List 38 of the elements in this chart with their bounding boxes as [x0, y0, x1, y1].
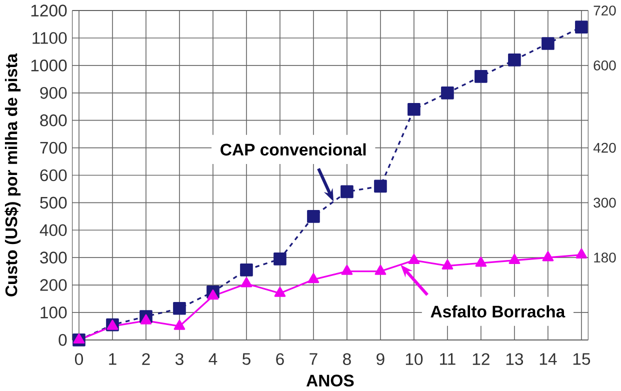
- y2-tick-label: 180: [594, 252, 616, 262]
- y-tick-label: 100: [40, 306, 67, 318]
- x-tick-label: 12: [472, 353, 490, 365]
- y-tick-label: 700: [40, 142, 67, 154]
- x-tick-label: 10: [406, 353, 423, 365]
- x-tick-label: 7: [310, 353, 318, 365]
- y-tick-label: 1100: [32, 32, 67, 44]
- x-tick-label: 2: [142, 353, 150, 365]
- x-tick-label: 0: [74, 353, 83, 365]
- y2-tick-label: 600: [594, 60, 616, 70]
- x-tick-label: 1: [109, 353, 116, 365]
- x-axis-title: ANOS: [306, 374, 354, 386]
- y-tick-label: 600: [40, 169, 67, 182]
- y-axis-title: Custo (US$) por milha de pista: [4, 53, 21, 296]
- x-tick-label: 11: [440, 353, 456, 365]
- y-tick-label: 0: [58, 334, 67, 346]
- y2-tick-label: 300: [594, 198, 616, 208]
- x-tick-label: 15: [573, 353, 590, 365]
- x-tick-label: 8: [343, 353, 351, 365]
- x-tick-label: 3: [175, 353, 184, 365]
- y-tick-label: 1000: [31, 59, 67, 72]
- x-tick-label: 13: [506, 353, 524, 365]
- y-tick-label: 500: [40, 196, 67, 209]
- y-tick-label: 1200: [31, 4, 67, 16]
- x-tick-label: 9: [376, 353, 384, 365]
- y-tick-label: 800: [40, 114, 67, 126]
- y2-tick-label: 420: [593, 142, 616, 153]
- x-tick-label: 4: [208, 353, 218, 365]
- y-tick-label: 900: [40, 86, 67, 99]
- y-tick-label: 200: [40, 279, 67, 291]
- y2-tick-label: 720: [594, 6, 616, 16]
- y-tick-label: 300: [40, 252, 67, 264]
- y-tick-label: 400: [40, 224, 67, 236]
- series-label: CAP convencional: [220, 143, 366, 156]
- legend-label: Asfalto Borracha: [430, 305, 566, 318]
- x-tick-label: 5: [242, 353, 250, 365]
- x-tick-label: 6: [276, 353, 284, 365]
- x-tick-label: 14: [540, 353, 557, 365]
